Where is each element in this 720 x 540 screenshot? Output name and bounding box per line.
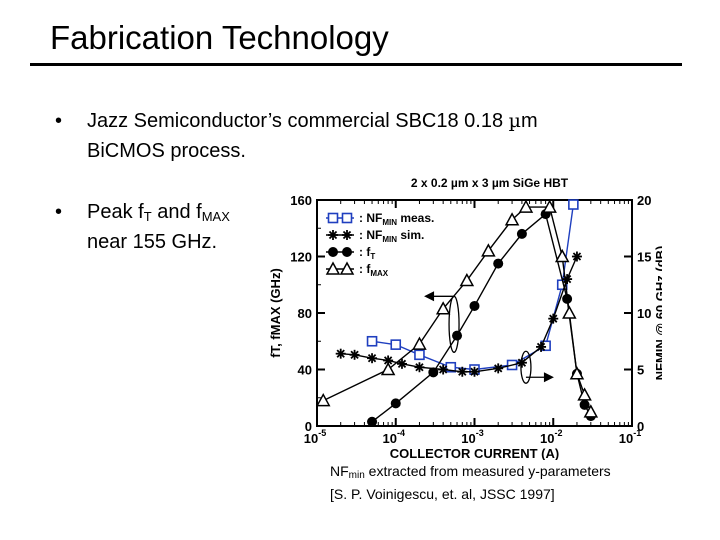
left-axis-group-ellipse [448,295,460,353]
data-point-asterisk [469,366,480,377]
legend-marker-asterisk [328,230,338,240]
series-line-open-triangle [322,206,592,413]
data-point-open-triangle [435,301,451,315]
y-right-axis-label: NFMIN @ 60 GHz (dB) [653,246,662,381]
data-point-asterisk [571,251,582,262]
chart-title: 2 x 0.2 µm x 3 µm SiGe HBT [411,176,569,190]
data-point-asterisk [396,358,407,369]
legend-marker-open-triangle [325,261,341,275]
data-point-asterisk [349,349,360,360]
data-point-open-triangle [542,199,557,213]
data-point-open-triangle [583,404,599,418]
y-right-tick-label: 10 [637,306,651,321]
y-left-axis-label: fT, fMAX (GHz) [268,268,283,358]
data-point-open-triangle [562,305,577,319]
legend-marker-open-square [327,212,339,224]
text-part: Peak f [87,201,144,223]
data-point-open-triangle [554,248,570,263]
data-point-open-triangle [481,243,496,257]
data-point-open-triangle [412,336,427,350]
data-point-filled-circle [469,300,480,311]
slide-title: Fabrication Technology [50,19,389,56]
data-point-filled-circle [390,398,401,409]
caption-text: NF [330,463,349,479]
caption-subscript: min [348,470,365,481]
y-left-tick-label: 40 [298,363,312,378]
x-tick-label: 10-1 [619,428,641,446]
x-tick-label: 10-4 [383,428,405,446]
data-point-filled-circle [452,330,463,341]
y-left-tick-label: 0 [305,419,312,434]
subscript: MAX [201,209,230,224]
legend-label: : fT [359,245,375,261]
bullet-text-line2: BiCMOS process. [87,140,246,162]
x-tick-label: 10-3 [461,428,483,446]
bullet-text-line1: Peak fT and fMAX [87,197,230,232]
y-right-tick-label: 0 [637,419,644,434]
x-axis-label: COLLECTOR CURRENT (A) [390,446,559,460]
y-right-tick-label: 20 [637,193,651,208]
data-point-asterisk [457,366,468,377]
data-point-asterisk [548,313,559,324]
data-point-asterisk [536,341,547,352]
x-tick-label: 10-5 [304,428,326,446]
legend-marker-open-square [341,212,353,224]
title-underline [30,63,682,66]
data-point-asterisk [493,363,504,374]
data-point-asterisk [414,362,425,373]
caption-text: extracted from measured y-parameters [364,463,611,479]
subscript: T [143,209,152,224]
data-point-filled-circle [493,258,504,269]
caption-line2: [S. P. Voinigescu, et. al, JSSC 1997] [330,486,555,502]
legend-label: : NFMIN meas. [359,211,434,227]
micro-symbol: µ [508,110,522,132]
data-point-open-square [366,335,378,347]
legend-label: : NFMIN sim. [359,228,424,244]
bullet-marker: • [55,110,63,132]
left-axis-arrow-head [424,291,435,302]
data-point-open-triangle [577,387,592,401]
data-point-open-triangle [569,366,585,380]
data-point-open-triangle [380,361,396,376]
bullet-text: Jazz Semiconductor’s commercial SBC18 0.… [87,110,509,132]
y-right-tick-label: 5 [637,363,644,378]
data-point-asterisk [335,348,346,359]
x-tick-label: 10-2 [540,428,562,446]
data-point-open-triangle [518,199,534,213]
y-left-tick-label: 80 [298,306,312,321]
legend-marker-open-triangle [339,261,355,275]
data-point-filled-circle [516,228,527,239]
right-axis-arrow-head [543,372,554,383]
data-point-open-square [414,349,425,361]
data-point-open-triangle [504,212,520,226]
unit-text: m [521,110,538,132]
data-point-filled-circle [367,416,378,427]
data-point-open-triangle [459,272,475,287]
data-point-open-triangle [315,393,331,407]
legend-label: : fMAX [359,262,389,278]
ft-fmax-nf-chart: 2 x 0.2 µm x 3 µm SiGe HBT 10-5 10-4 10-3 10… [268,176,662,460]
data-point-asterisk [438,364,449,375]
text-part: and f [151,201,202,223]
y-right-tick-label: 15 [637,250,651,265]
y-left-tick-label: 120 [290,250,312,265]
legend-marker-filled-circle [328,247,338,257]
bullet-text-line1: Jazz Semiconductor’s commercial SBC18 0.… [87,106,538,136]
y-left-tick-label: 160 [290,193,312,208]
caption-line1: NFmin extracted from measured y-paramete… [330,462,611,485]
legend-marker-asterisk [342,230,352,240]
data-point-open-square [568,199,579,210]
data-point-asterisk [367,353,378,364]
figure-caption: NFmin extracted from measured y-paramete… [330,462,611,503]
legend-marker-filled-circle [342,247,352,257]
data-point-filled-circle [428,367,439,378]
data-point-open-square [390,339,402,350]
right-axis-group-ellipse [520,350,532,384]
bullet-marker: • [55,201,63,223]
bullet-text-line2: near 155 GHz. [87,231,218,253]
